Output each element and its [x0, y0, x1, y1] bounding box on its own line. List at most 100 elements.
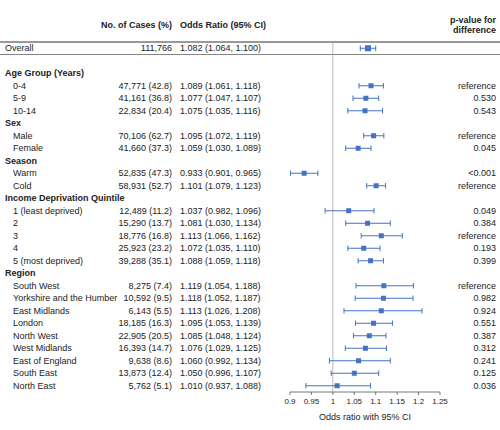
row-label: South West [13, 281, 60, 291]
confidence-interval [329, 358, 390, 364]
p-value: reference [458, 181, 496, 191]
confidence-interval [356, 321, 393, 327]
x-axis [290, 392, 440, 393]
point-estimate [365, 221, 370, 226]
plot-area [290, 42, 422, 392]
x-tick-label: 1 [331, 397, 336, 406]
point-estimate [335, 383, 340, 388]
x-tick-label: 1.25 [432, 397, 448, 406]
cases: 6,143 (5.5) [128, 306, 172, 316]
x-tick-label: 0.95 [304, 397, 320, 406]
cases: 111,766 [141, 43, 172, 53]
p-value: 0.543 [473, 106, 496, 116]
p-value: 0.193 [473, 243, 496, 253]
p-value: 0.045 [473, 143, 496, 153]
row-label: Female [13, 143, 43, 153]
forest-plot: No. of Cases (%)Odds Ratio (95% CI)p-val… [0, 0, 500, 430]
p-value: reference [458, 231, 496, 241]
point-estimate [368, 258, 373, 263]
cases: 9,638 (8.6) [128, 356, 172, 366]
p-value: 0.924 [473, 306, 496, 316]
column-header-line: p-value for [450, 15, 497, 25]
p-value: 0.384 [473, 218, 496, 228]
row-label: 10-14 [13, 106, 36, 116]
odds-ratio-text: 1.118 (1.052, 1.187) [180, 293, 260, 303]
odds-ratio-text: 1.101 (1.079, 1.123) [180, 181, 261, 191]
p-value: 0.036 [473, 381, 496, 391]
cases: 8,275 (7.4) [128, 281, 172, 291]
odds-ratio-text: 1.089 (1.061, 1.118) [180, 81, 260, 91]
point-estimate [363, 108, 368, 113]
row-label: West Midlands [13, 343, 72, 353]
cases: 15,290 (13.7) [118, 218, 172, 228]
p-value: 0.387 [473, 331, 496, 341]
odds-ratio-text: 1.085 (1.048, 1.124) [180, 331, 261, 341]
group-label: Income Deprivation Quintile [5, 193, 125, 203]
row-label: East Midlands [13, 306, 70, 316]
group-label: Sex [5, 118, 21, 128]
row-label: North West [13, 331, 58, 341]
confidence-interval [325, 208, 374, 214]
x-tick-label: 0.9 [284, 397, 296, 406]
point-estimate [381, 283, 386, 288]
p-value: 0.399 [473, 256, 496, 266]
p-value: 0.125 [473, 368, 496, 378]
x-tick [311, 392, 312, 395]
odds-ratio-text: 1.113 (1.026, 1.208) [180, 306, 260, 316]
x-tick [397, 392, 398, 395]
x-tick [375, 392, 376, 395]
p-value: 0.241 [473, 356, 496, 366]
column-header: Odds Ratio (95% CI) [180, 20, 266, 30]
row-label: London [13, 318, 43, 328]
cases: 13,873 (12.4) [118, 368, 172, 378]
point-estimate [302, 171, 307, 176]
point-estimate [379, 233, 384, 238]
confidence-interval [348, 108, 383, 114]
point-estimate [371, 133, 376, 138]
cases: 18,776 (16.8) [118, 231, 172, 241]
confidence-interval [344, 308, 422, 314]
p-value: reference [458, 131, 496, 141]
cases: 39,288 (35.1) [118, 256, 172, 266]
x-tick [418, 392, 419, 395]
row-label: Yorkshire and the Humber [13, 293, 117, 303]
row-label: 4 [13, 243, 18, 253]
group-label: Age Group (Years) [5, 68, 84, 78]
overall-rule [0, 54, 500, 55]
row-label: 5-9 [13, 93, 26, 103]
odds-ratio-text: 1.113 (1.066, 1.162) [180, 231, 260, 241]
x-tick-label: 1.2 [413, 397, 425, 406]
point-estimate [363, 346, 368, 351]
group-label: Season [5, 156, 37, 166]
confidence-interval [331, 371, 379, 377]
row-label: 1 (least deprived) [13, 206, 83, 216]
cases: 10,592 (9.5) [123, 293, 172, 303]
point-estimate [374, 183, 379, 188]
odds-ratio-text: 1.060 (0.992, 1.134) [180, 356, 261, 366]
cases: 22,905 (20.5) [118, 331, 172, 341]
x-tick [440, 392, 441, 395]
p-value: <0.001 [468, 168, 496, 178]
row-label: Male [13, 131, 33, 141]
odds-ratio-text: 1.077 (1.047, 1.107) [180, 93, 261, 103]
point-estimate [361, 246, 366, 251]
cases: 16,393 (14.7) [118, 343, 172, 353]
column-header: p-value fordifference [450, 15, 497, 35]
x-tick [354, 392, 355, 395]
column-header-line: difference [453, 25, 496, 35]
confidence-interval [353, 333, 386, 339]
x-tick-label: 1.1 [370, 397, 382, 406]
row-label: 5 (most deprived) [13, 256, 83, 266]
cases: 41,161 (36.8) [118, 93, 172, 103]
row-label: Cold [13, 181, 32, 191]
odds-ratio-text: 1.095 (1.072, 1.119) [180, 131, 260, 141]
confidence-interval [290, 171, 317, 177]
confidence-interval [358, 258, 383, 264]
odds-ratio-text: 1.081 (1.030, 1.134) [180, 218, 261, 228]
point-estimate [371, 321, 376, 326]
x-tick [290, 392, 291, 395]
point-estimate [346, 208, 351, 213]
row-label: 0-4 [13, 81, 26, 91]
confidence-interval [306, 383, 371, 389]
cases: 70,106 (62.7) [118, 131, 172, 141]
